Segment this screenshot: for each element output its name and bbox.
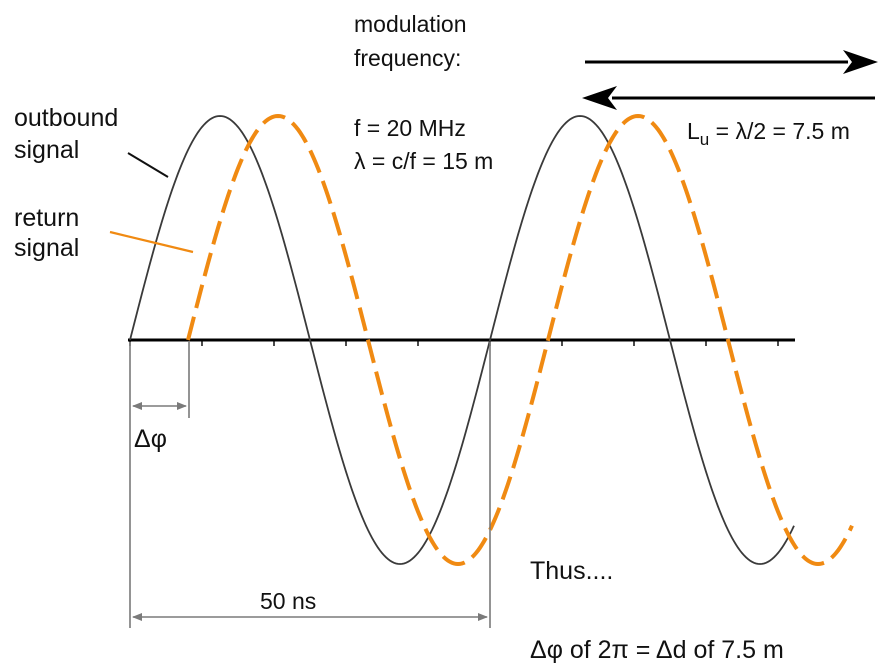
return-leader-line bbox=[109, 230, 194, 254]
unambiguous-range: Lu = λ/2 = 7.5 m bbox=[687, 118, 850, 149]
range-formula: = λ/2 = 7.5 m bbox=[709, 118, 850, 144]
period-label: 50 ns bbox=[260, 588, 316, 614]
outbound-wave bbox=[129, 115, 795, 565]
phase-shift-label: Δφ bbox=[134, 425, 167, 453]
modulation-label-line1: modulation bbox=[354, 11, 467, 37]
frequency-value: f = 20 MHz bbox=[354, 115, 466, 141]
return-label-line2: signal bbox=[14, 234, 79, 262]
outbound-arrowhead bbox=[843, 50, 878, 74]
wavelength-value: λ = c/f = 15 m bbox=[354, 148, 493, 174]
time-axis bbox=[128, 338, 795, 346]
outbound-label-line2: signal bbox=[14, 136, 79, 164]
period-dimension bbox=[132, 342, 491, 628]
return-arrowhead bbox=[582, 86, 617, 110]
return-label-line1: return bbox=[14, 204, 79, 232]
outbound-leader-line bbox=[127, 152, 169, 178]
range-symbol: L bbox=[687, 118, 700, 144]
range-subscript: u bbox=[700, 130, 709, 149]
travel-arrows bbox=[582, 50, 878, 110]
outbound-label-line1: outbound bbox=[14, 104, 118, 132]
thus-label: Thus.... bbox=[530, 557, 613, 585]
conclusion-equation: Δφ of 2π = Δd of 7.5 m bbox=[530, 636, 784, 664]
return-wave bbox=[186, 113, 854, 567]
phase-shift-dimension bbox=[129, 342, 190, 628]
modulation-label-line2: frequency: bbox=[354, 45, 461, 71]
